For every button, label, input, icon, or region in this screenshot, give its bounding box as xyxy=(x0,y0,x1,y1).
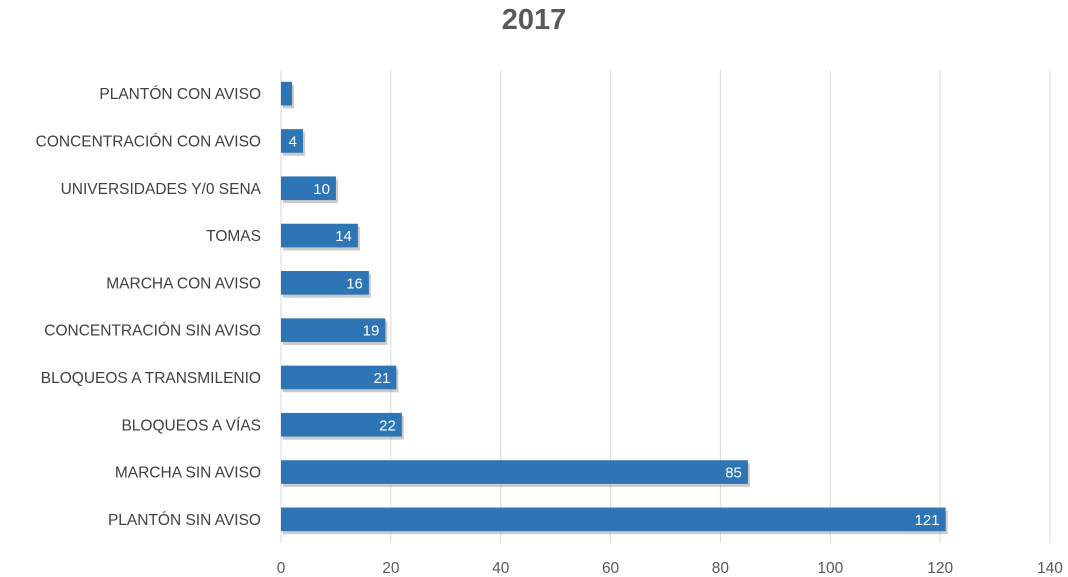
category-label: UNIVERSIDADES Y/0 SENA xyxy=(61,181,262,198)
bar xyxy=(281,460,748,484)
bar xyxy=(281,507,946,532)
x-axis-tick-labels: 0 20 40 60 80 100 120 140 xyxy=(277,560,1064,577)
data-label: 10 xyxy=(313,181,330,198)
category-label: MARCHA CON AVISO xyxy=(106,275,261,292)
data-label: 121 xyxy=(915,512,940,529)
data-label: 4 xyxy=(289,133,297,150)
data-label: 85 xyxy=(725,465,742,482)
x-tick-label: 40 xyxy=(492,560,510,577)
x-tick-label: 120 xyxy=(927,560,953,577)
category-label: CONCENTRACIÓN SIN AVISO xyxy=(44,323,261,340)
bars: 4 10 14 16 19 21 22 85 121 xyxy=(281,81,948,535)
x-tick-label: 140 xyxy=(1037,560,1063,577)
chart-title: 2017 xyxy=(501,4,567,36)
bar xyxy=(281,223,358,248)
category-label: MARCHA SIN AVISO xyxy=(115,465,261,482)
bar xyxy=(281,365,397,390)
data-label: 22 xyxy=(379,417,396,434)
bar xyxy=(281,129,303,153)
x-tick-label: 0 xyxy=(277,560,286,577)
x-tick-label: 80 xyxy=(712,560,730,577)
data-label: 19 xyxy=(363,323,380,340)
bar xyxy=(281,412,402,437)
category-label: PLANTÓN SIN AVISO xyxy=(108,512,261,529)
bar xyxy=(281,81,292,106)
x-tick-label: 100 xyxy=(817,560,843,577)
x-tick-label: 20 xyxy=(382,560,400,577)
bar xyxy=(281,176,336,201)
category-label: BLOQUEOS A TRANSMILENIO xyxy=(41,370,261,387)
bar xyxy=(281,318,386,342)
category-label: PLANTÓN CON AVISO xyxy=(99,86,261,103)
x-tick-label: 60 xyxy=(602,560,620,577)
bar xyxy=(281,271,369,295)
category-label: BLOQUEOS A VÍAS xyxy=(121,417,261,434)
category-label: TOMAS xyxy=(206,228,261,245)
data-label: 14 xyxy=(335,228,352,245)
data-label: 21 xyxy=(374,370,391,387)
data-label: 16 xyxy=(346,275,363,292)
category-labels: PLANTÓN CON AVISO CONCENTRACIÓN CON AVISO… xyxy=(36,86,262,529)
category-label: CONCENTRACIÓN CON AVISO xyxy=(36,133,261,150)
